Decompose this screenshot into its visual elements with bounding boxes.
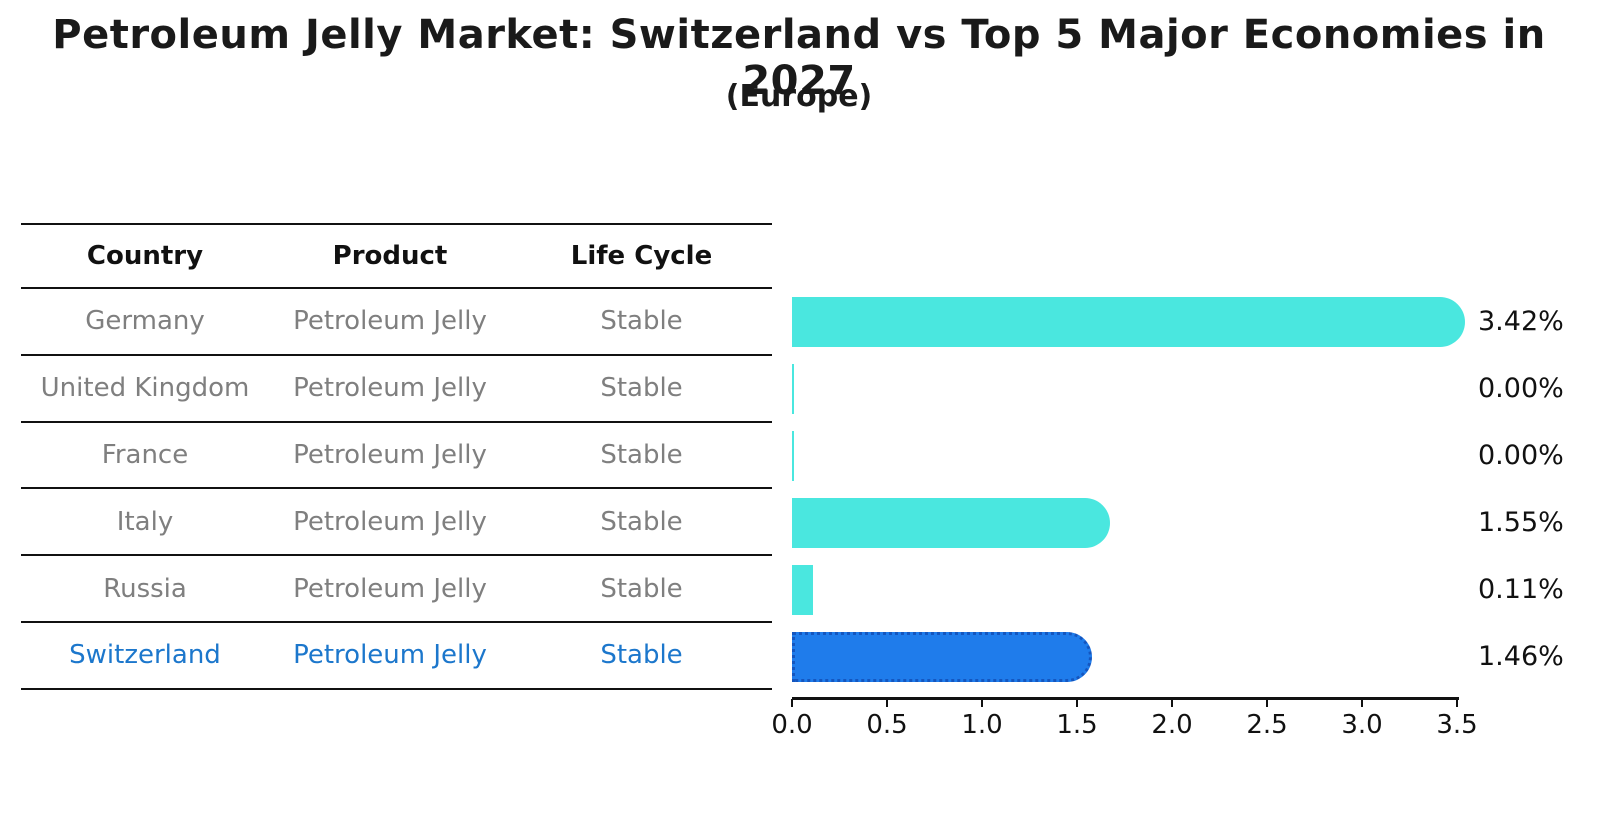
country-cell: Italy <box>116 506 174 537</box>
value-label: 0.00% <box>1478 373 1564 405</box>
product-cell: Petroleum Jelly <box>293 373 487 404</box>
x-tick-label: 1.5 <box>1056 710 1098 740</box>
table-row: Italy Petroleum Jelly Stable <box>21 489 772 557</box>
x-tick-mark <box>1076 699 1078 707</box>
bar-russia <box>792 564 813 615</box>
value-label: 0.00% <box>1478 440 1564 472</box>
x-tick-label: 3.0 <box>1341 710 1383 740</box>
lifecycle-cell: Stable <box>600 573 683 604</box>
x-tick-label: 3.5 <box>1436 710 1478 740</box>
x-tick-mark <box>791 699 793 707</box>
bar-italy <box>792 497 1110 548</box>
x-tick-mark <box>1171 699 1173 707</box>
x-tick-label: 0.5 <box>866 710 908 740</box>
table-header-product: Product <box>332 241 448 271</box>
lifecycle-cell: Stable <box>600 373 683 404</box>
country-cell: Switzerland <box>69 640 221 671</box>
table-row: Germany Petroleum Jelly Stable <box>21 289 772 356</box>
bar-france <box>792 431 794 482</box>
bar-germany <box>792 297 1465 348</box>
country-cell: United Kingdom <box>40 373 250 404</box>
x-tick-label: 2.0 <box>1151 710 1193 740</box>
product-cell: Petroleum Jelly <box>293 439 487 470</box>
country-cell: France <box>101 439 189 470</box>
country-table: Country Product Life Cycle Germany Petrol… <box>21 223 772 690</box>
country-cell: Germany <box>85 306 205 337</box>
x-tick-mark <box>1456 699 1458 707</box>
x-tick-label: 2.5 <box>1246 710 1288 740</box>
lifecycle-cell: Stable <box>600 640 683 671</box>
lifecycle-cell: Stable <box>600 306 683 337</box>
lifecycle-cell: Stable <box>600 506 683 537</box>
value-label: 1.55% <box>1478 506 1564 538</box>
product-cell: Petroleum Jelly <box>293 306 487 337</box>
x-tick-mark <box>886 699 888 707</box>
product-cell: Petroleum Jelly <box>293 573 487 604</box>
bar-switzerland <box>792 631 1093 682</box>
table-row: Switzerland Petroleum Jelly Stable <box>21 623 772 690</box>
x-axis-line <box>792 697 1459 700</box>
x-tick-mark <box>1361 699 1363 707</box>
table-body: Germany Petroleum Jelly Stable United Kingd… <box>21 289 772 690</box>
x-tick-mark <box>981 699 983 707</box>
table-header-lifecycle: Life Cycle <box>570 241 713 271</box>
product-cell: Petroleum Jelly <box>293 640 487 671</box>
table-header-row: Country Product Life Cycle <box>21 223 772 289</box>
value-label: 1.46% <box>1478 640 1564 672</box>
table-row: France Petroleum Jelly Stable <box>21 423 772 490</box>
x-tick-mark <box>1266 699 1268 707</box>
value-label: 3.42% <box>1478 306 1564 338</box>
product-cell: Petroleum Jelly <box>293 506 487 537</box>
lifecycle-cell: Stable <box>600 439 683 470</box>
x-tick-label: 0.0 <box>771 710 813 740</box>
value-label: 0.11% <box>1478 573 1564 605</box>
country-cell: Russia <box>103 573 187 604</box>
x-tick-label: 1.0 <box>961 710 1003 740</box>
table-row: Russia Petroleum Jelly Stable <box>21 556 772 623</box>
chart-subtitle: (Europe) <box>725 79 873 114</box>
bar-united-kingdom <box>792 364 794 415</box>
table-row: United Kingdom Petroleum Jelly Stable <box>21 356 772 423</box>
table-header-country: Country <box>86 241 204 271</box>
chart-title: Petroleum Jelly Market: Switzerland vs T… <box>52 12 1546 104</box>
